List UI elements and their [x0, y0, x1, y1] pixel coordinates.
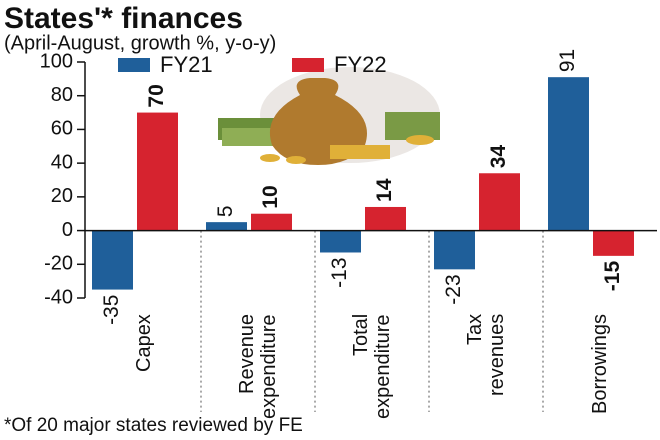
value-label: 10	[259, 185, 282, 208]
value-label: -35	[100, 295, 123, 325]
value-label: 14	[373, 178, 396, 202]
bar	[320, 230, 361, 253]
chart-subtitle: (April-August, growth %, y-o-y)	[4, 32, 276, 54]
bar	[137, 112, 178, 231]
y-tick-label: -40	[44, 286, 73, 308]
y-tick-label: -20	[44, 253, 73, 275]
value-label: 5	[214, 205, 237, 217]
legend-label: FY21	[160, 52, 213, 77]
chart-title: States'* finances	[4, 2, 243, 35]
y-tick-label: 20	[51, 185, 73, 207]
value-label: 70	[145, 84, 168, 107]
y-tick-label: 0	[62, 219, 73, 241]
bar	[365, 206, 406, 231]
illustration	[218, 67, 440, 165]
bar	[251, 213, 292, 231]
bar	[434, 230, 475, 270]
bar	[206, 222, 247, 231]
bar	[92, 230, 133, 290]
y-tick-label: 100	[40, 50, 73, 72]
x-tick-label: Tax revenues	[464, 314, 508, 397]
legend-swatch	[292, 58, 324, 72]
x-tick-label: Capex	[133, 314, 155, 372]
legend-swatch	[118, 58, 150, 72]
value-label: -15	[601, 261, 624, 292]
x-tick-label: Total expenditure	[350, 314, 394, 419]
y-tick-label: 80	[51, 84, 73, 106]
value-label: -23	[442, 274, 465, 304]
footnote: *Of 20 major states reviewed by FE	[4, 415, 303, 436]
y-tick-label: 40	[51, 151, 73, 173]
y-tick-label: 60	[51, 118, 73, 140]
value-label: -13	[328, 257, 351, 287]
bar	[593, 230, 634, 256]
x-tick-label: Revenue expenditure	[236, 314, 280, 419]
bar	[548, 77, 589, 231]
x-tick-label: Borrowings	[589, 314, 611, 415]
value-label: 34	[487, 145, 510, 169]
value-label: 91	[556, 49, 579, 72]
legend-label: FY22	[334, 52, 387, 77]
bar	[479, 173, 520, 231]
